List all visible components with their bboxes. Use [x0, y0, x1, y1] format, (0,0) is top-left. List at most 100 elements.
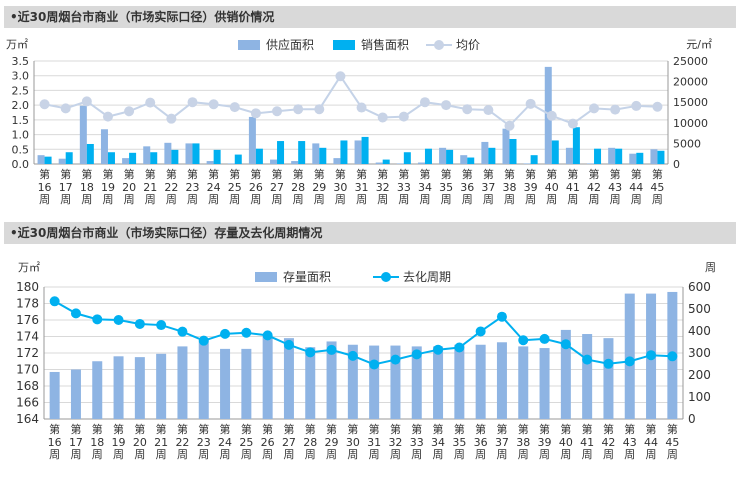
period-point — [241, 327, 252, 338]
stock-bar — [624, 293, 635, 419]
sales-bar — [488, 147, 496, 164]
legend-label: 均价 — [456, 38, 480, 52]
period-point — [347, 350, 358, 361]
stock-bar — [156, 353, 167, 419]
category-label: 第 45 周 — [650, 167, 664, 206]
stock-bar — [560, 329, 571, 419]
supply-bar — [164, 142, 172, 164]
stock-bar — [603, 338, 614, 419]
period-point — [49, 296, 60, 307]
period-point — [369, 359, 380, 370]
period-point — [92, 314, 103, 325]
price-point — [208, 99, 219, 110]
stock-bar — [518, 346, 529, 419]
price-point — [293, 104, 304, 115]
supply-bar — [354, 140, 362, 164]
price-point — [567, 118, 578, 129]
category-label: 第 33 周 — [397, 167, 411, 206]
category-label: 第 29 周 — [325, 422, 339, 461]
left-tick-label: 164 — [16, 412, 39, 426]
price-point — [441, 100, 452, 111]
right-tick-label: 25000 — [673, 55, 708, 68]
price-point — [166, 113, 177, 124]
right-tick-label: 200 — [688, 368, 711, 382]
period-point — [220, 328, 231, 339]
period-point — [262, 330, 273, 341]
category-label: 第 27 周 — [270, 167, 284, 206]
category-label: 第 43 周 — [608, 167, 622, 206]
category-label: 第 30 周 — [346, 422, 360, 461]
price-point — [356, 102, 367, 113]
chart1-title: •近30周烟台市商业（市场实际口径）供销价情况 — [4, 6, 736, 28]
right-tick-label: 10000 — [673, 117, 708, 130]
sales-bar — [129, 152, 137, 164]
category-label: 第 28 周 — [291, 167, 305, 206]
category-label: 第 26 周 — [249, 167, 263, 206]
period-point — [177, 326, 188, 337]
sales-bar — [594, 148, 602, 164]
category-label: 第 45 周 — [665, 422, 679, 461]
stock-bar — [347, 344, 358, 419]
supply-bar — [650, 149, 658, 164]
supply-bar — [502, 128, 510, 164]
period-point — [156, 320, 167, 331]
supply-bar — [143, 146, 151, 164]
period-point — [326, 344, 337, 355]
right-tick-label: 300 — [688, 346, 711, 360]
left-unit-label: 万㎡ — [6, 38, 28, 51]
period-line — [54, 300, 673, 366]
category-label: 第 31 周 — [355, 167, 369, 206]
category-label: 第 42 周 — [601, 422, 615, 461]
left-tick-label: 2.5 — [12, 84, 30, 97]
category-label: 第 31 周 — [367, 422, 381, 461]
legend-label: 去化周期 — [403, 270, 451, 284]
category-label: 第 19 周 — [112, 422, 126, 461]
left-tick-label: 3.5 — [12, 55, 30, 68]
right-tick-label: 20000 — [673, 76, 708, 89]
sales-bar — [65, 152, 73, 164]
period-point — [539, 333, 550, 344]
supply-bar — [587, 163, 595, 164]
category-label: 第 26 周 — [261, 422, 275, 461]
price-point — [483, 105, 494, 116]
category-label: 第 23 周 — [186, 167, 200, 206]
supply-bar — [608, 147, 616, 164]
supply-bar — [333, 158, 341, 164]
sales-bar — [234, 154, 242, 164]
sales-bar — [107, 152, 115, 164]
period-point — [283, 339, 294, 350]
left-tick-label: 166 — [16, 396, 39, 410]
right-tick-label: 5000 — [673, 137, 701, 150]
stock-bar — [134, 357, 145, 419]
right-tick-label: 600 — [688, 280, 711, 294]
legend-swatch — [238, 40, 260, 50]
price-point — [250, 108, 261, 119]
price-point — [610, 104, 621, 115]
right-tick-label: 500 — [688, 302, 711, 316]
left-tick-label: 1.5 — [12, 114, 30, 127]
left-tick-label: 2.0 — [12, 99, 30, 112]
price-point — [81, 96, 92, 107]
category-label: 第 35 周 — [452, 422, 466, 461]
left-tick-label: 178 — [16, 297, 39, 311]
price-point — [145, 97, 156, 108]
period-point — [560, 339, 571, 350]
price-point — [377, 112, 388, 123]
category-label: 第 29 周 — [312, 167, 326, 206]
supply-bar — [206, 161, 214, 164]
supply-bar — [122, 158, 130, 164]
price-point — [335, 71, 346, 82]
period-point — [667, 351, 678, 362]
sales-bar — [509, 138, 517, 164]
category-label: 第 18 周 — [80, 167, 94, 206]
price-point — [589, 103, 600, 114]
stock-bar — [241, 348, 252, 419]
category-label: 第 37 周 — [481, 167, 495, 206]
price-point — [187, 97, 198, 108]
supply-bar — [291, 161, 299, 164]
legend-label: 销售面积 — [361, 37, 409, 52]
period-point — [70, 308, 81, 319]
left-unit-label: 万㎡ — [18, 261, 40, 274]
price-point — [504, 120, 515, 131]
category-label: 第 37 周 — [495, 422, 509, 461]
